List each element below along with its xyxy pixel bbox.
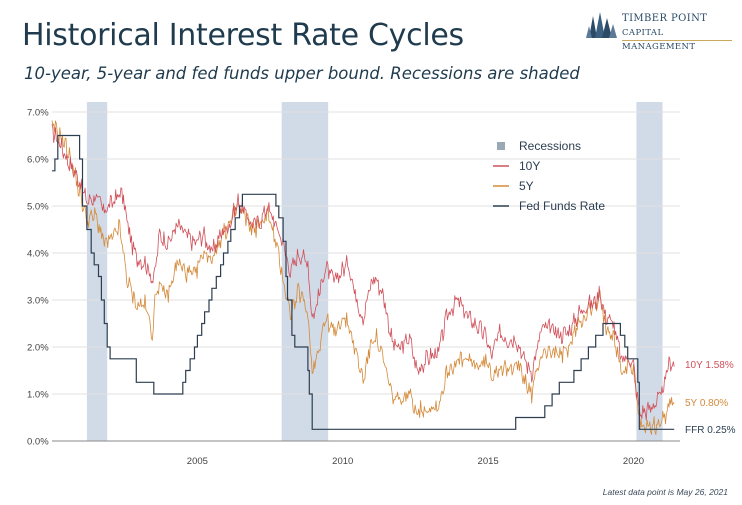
y-tick-label: 7.0% bbox=[27, 108, 49, 119]
legend-label-10y: 10Y bbox=[519, 159, 540, 173]
x-tick-label: 2015 bbox=[478, 456, 499, 467]
grid bbox=[52, 111, 680, 395]
legend-swatch-recessions bbox=[497, 142, 505, 150]
legend: Recessions 10Y 5Y Fed Funds Rate bbox=[493, 139, 605, 213]
y-tick-label: 4.0% bbox=[27, 249, 49, 260]
end-label-ffr: FFR 0.25% bbox=[685, 425, 736, 436]
logo-line2: Capital Management bbox=[622, 28, 696, 52]
end-label-10y: 10Y 1.58% bbox=[685, 360, 734, 371]
x-tick-label: 2020 bbox=[623, 456, 644, 467]
series bbox=[51, 120, 675, 435]
tree-icon bbox=[586, 12, 617, 38]
chart-title: Historical Interest Rate Cycles bbox=[22, 18, 464, 53]
legend-label-5y: 5Y bbox=[519, 179, 534, 193]
legend-label-ffr: Fed Funds Rate bbox=[519, 199, 605, 213]
series-line-10y bbox=[51, 124, 675, 421]
logo-divider bbox=[622, 40, 732, 41]
axes: 0.0% 1.0% 2.0% 3.0% 4.0% 5.0% 6.0% 7.0% 2005 2010… bbox=[27, 108, 680, 467]
logo-line1: Timber Point bbox=[622, 13, 708, 24]
series-line-5y bbox=[51, 120, 675, 435]
y-tick-label: 3.0% bbox=[27, 296, 49, 307]
chart-subtitle: 10-year, 5-year and fed funds upper boun… bbox=[24, 64, 580, 83]
y-tick-label: 1.0% bbox=[27, 390, 49, 401]
end-label-5y: 5Y 0.80% bbox=[685, 398, 728, 409]
y-tick-label: 5.0% bbox=[27, 202, 49, 213]
footnote: Latest data point is May 26, 2021 bbox=[602, 487, 728, 497]
x-tick-label: 2005 bbox=[187, 456, 208, 467]
y-tick-label: 2.0% bbox=[27, 343, 49, 354]
company-logo: Timber Point Capital Management bbox=[584, 8, 734, 52]
series-line-ffr bbox=[52, 134, 675, 430]
recession-band-2 bbox=[636, 102, 663, 441]
legend-label-recessions: Recessions bbox=[519, 139, 581, 153]
end-labels: 10Y 1.58% 5Y 0.80% FFR 0.25% bbox=[685, 360, 736, 436]
recession-band-0 bbox=[86, 102, 108, 441]
x-tick-label: 2010 bbox=[332, 456, 353, 467]
y-tick-label: 6.0% bbox=[27, 155, 49, 166]
y-tick-label: 0.0% bbox=[27, 437, 49, 448]
